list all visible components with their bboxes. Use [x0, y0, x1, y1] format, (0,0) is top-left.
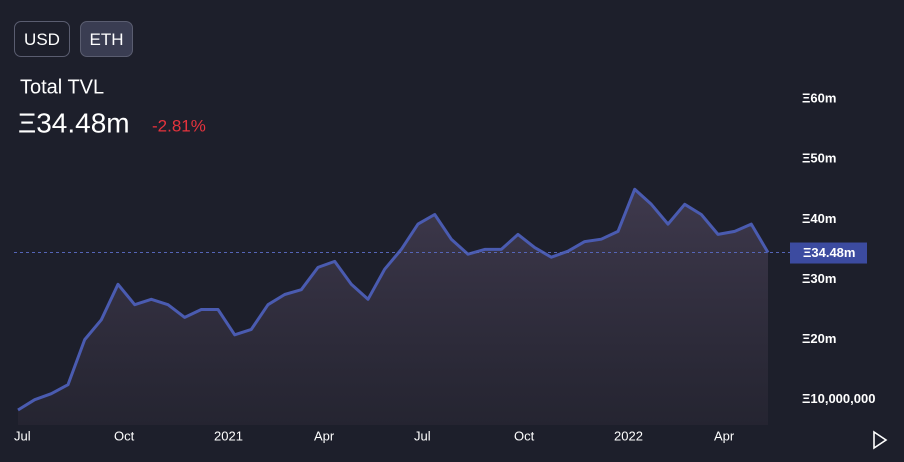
x-tick-label: Oct — [114, 428, 135, 443]
x-tick-label: Apr — [714, 428, 735, 443]
play-button[interactable] — [873, 430, 888, 450]
current-value-box — [790, 242, 867, 264]
x-tick-label: Jul — [14, 428, 31, 443]
title: Total TVL — [20, 76, 104, 98]
y-tick-label: Ξ20m — [802, 331, 836, 346]
y-tick-label: Ξ60m — [802, 90, 836, 105]
y-tick-label: Ξ10,000,000 — [802, 391, 875, 406]
x-tick-label: Jul — [414, 428, 431, 443]
current-value: Ξ34.48m — [18, 107, 130, 138]
y-tick-label: Ξ30m — [802, 271, 836, 286]
area-fill — [18, 189, 768, 425]
y-tick-label: Ξ40m — [802, 211, 836, 226]
x-tick-label: Apr — [314, 428, 335, 443]
y-tick-label: Ξ50m — [802, 151, 836, 166]
usd-button[interactable]: USD — [14, 21, 70, 57]
line — [17, 187, 770, 412]
current-value-label: Ξ34.48m — [803, 245, 855, 260]
eth-button[interactable]: ETH — [80, 21, 133, 57]
x-tick-label: 2022 — [614, 428, 643, 443]
x-tick-label: Oct — [514, 428, 535, 443]
x-tick-label: 2021 — [214, 428, 243, 443]
change: -2.81% — [152, 116, 206, 135]
